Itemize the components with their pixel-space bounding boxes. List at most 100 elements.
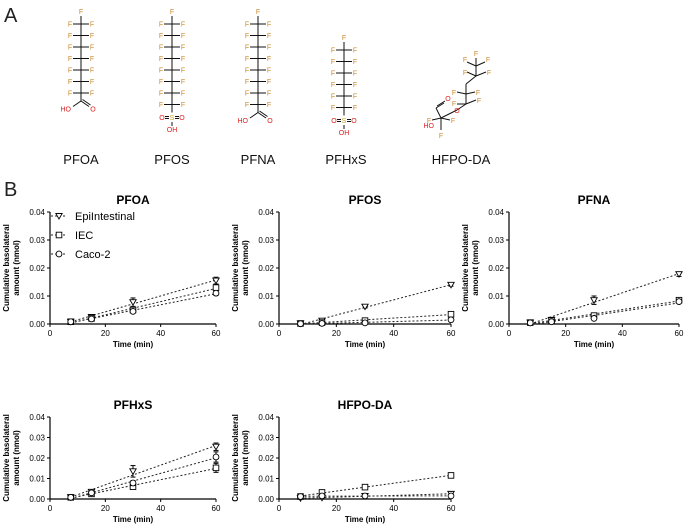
atom-f: F [90, 22, 94, 29]
atom-f: F [68, 45, 72, 52]
fit-line [70, 293, 217, 324]
atom-f: F [159, 45, 163, 52]
bond [80, 100, 90, 107]
marker-triangle-down [129, 468, 137, 476]
marker-circle [675, 298, 683, 305]
y-axis-label: Cumulative basolateralamount (nmol) [231, 224, 250, 312]
chart-title: PFHxS [114, 398, 153, 412]
chart-pfna: PFNA 0.00 0.01 0.02 0.03 0.04 0 20 40 60 Time (min… [461, 193, 684, 349]
atom-o: O [445, 96, 451, 103]
atom-f: F [245, 33, 249, 40]
marker-circle [212, 289, 220, 297]
chart-title: PFOS [349, 193, 382, 207]
bond [475, 61, 486, 67]
bond [435, 107, 442, 119]
atom-f: F [245, 91, 249, 98]
y-axis-label-line: amount (nmol) [471, 240, 480, 296]
bond [456, 103, 467, 111]
marker-circle [361, 492, 369, 500]
x-tick-label: 0 [507, 329, 512, 338]
y-tick-label: 0.00 [258, 495, 274, 504]
atom-f: F [331, 94, 335, 101]
atom-f: F [170, 9, 174, 16]
atom-f: F [159, 79, 163, 86]
x-tick-label: 60 [447, 504, 456, 513]
marker-circle [297, 493, 304, 500]
fit-line [300, 493, 452, 499]
atom-f: F [451, 118, 455, 125]
bond [456, 91, 467, 95]
x-axis-label: Time (min) [345, 515, 386, 524]
fit-line [70, 457, 217, 500]
chart-title: PFOA [116, 193, 150, 207]
fit-line [70, 467, 217, 499]
atom-f: F [267, 68, 271, 75]
bond [440, 117, 451, 121]
atom-f: F [331, 59, 335, 66]
atom-ho: HO [61, 107, 72, 114]
atom-f: F [452, 90, 456, 97]
atom-f: F [267, 56, 271, 63]
y-tick-label: 0.03 [29, 434, 45, 443]
molecule-pfhxs: FF FF FF FF FF FF FSO OOH [331, 35, 357, 137]
y-axis-label: Cumulative basolateralamount (nmol) [2, 224, 21, 312]
axes [508, 212, 679, 325]
y-tick-label: 0.03 [258, 236, 274, 245]
fit-line [70, 287, 217, 324]
y-axis-label-line: amount (nmol) [241, 430, 250, 486]
molecule-label-pfhxs: PFHxS [325, 152, 367, 167]
marker-circle [212, 453, 220, 461]
x-axis-label: Time (min) [574, 340, 615, 349]
y-axis-label-line: Cumulative basolateral [231, 224, 240, 312]
marker-triangle-down [361, 303, 369, 311]
atom-f: F [463, 57, 467, 64]
atom-f: F [353, 48, 357, 55]
atom-f: F [267, 45, 271, 52]
fit-line [70, 444, 217, 498]
bond [475, 71, 487, 77]
bond [257, 112, 267, 119]
atom-f: F [353, 94, 357, 101]
y-axis-label-line: Cumulative basolateral [2, 414, 11, 502]
fit-line [530, 302, 680, 326]
y-axis-label-line: amount (nmol) [12, 240, 21, 296]
atom-f: F [331, 48, 335, 55]
y-tick-label: 0.03 [29, 236, 45, 245]
x-tick-label: 40 [618, 329, 627, 338]
atom-oh: OH [167, 127, 178, 134]
x-axis-label: Time (min) [345, 340, 386, 349]
panel-letter-b: B [4, 179, 17, 201]
atom-f: F [245, 56, 249, 63]
marker-circle [318, 492, 326, 500]
bond [82, 99, 91, 106]
y-axis-label-line: amount (nmol) [241, 240, 250, 296]
legend: EpiIntestinal IEC Caco-2 [51, 211, 135, 261]
x-axis-label: Time (min) [113, 515, 154, 524]
marker-circle [361, 319, 369, 327]
atom-f: F [181, 56, 185, 63]
x-tick-label: 0 [277, 329, 282, 338]
chart-pfos: PFOS 0.00 0.01 0.02 0.03 0.04 0 20 40 60 Time (min… [231, 193, 456, 349]
bond [466, 71, 477, 77]
atom-f: F [439, 133, 443, 140]
molecule-label-pfna: PFNA [241, 152, 276, 167]
marker-square [447, 310, 455, 318]
marker-square [212, 464, 220, 472]
bond [435, 102, 445, 109]
x-tick-label: 0 [277, 504, 282, 513]
marker-circle [67, 318, 75, 326]
molecule-label-pfos: PFOS [154, 152, 190, 167]
atom-f: F [267, 33, 271, 40]
bond [259, 110, 268, 117]
y-tick-label: 0.02 [258, 454, 274, 463]
atom-f: F [267, 79, 271, 86]
atom-f: F [245, 102, 249, 109]
atom-f: F [353, 59, 357, 66]
atom-f: F [90, 56, 94, 63]
atom-f: F [159, 68, 163, 75]
y-axis-label-line: Cumulative basolateral [2, 224, 11, 312]
x-tick-label: 40 [156, 504, 165, 513]
y-tick-label: 0.02 [258, 264, 274, 273]
atom-s: S [170, 115, 175, 122]
legend-label: Caco-2 [75, 249, 110, 261]
